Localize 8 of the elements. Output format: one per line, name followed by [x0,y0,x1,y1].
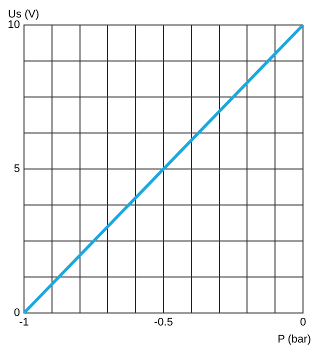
y-axis-title: Us (V) [8,8,40,21]
y-tick-label: 5 [14,163,20,176]
x-tick-label: -0.5 [154,316,173,329]
y-tick-label: 10 [8,19,20,32]
y-tick-label: 0 [14,307,20,320]
x-axis-title: P (bar) [278,334,311,346]
x-tick-label: -1 [19,316,29,329]
x-tick-label: 0 [300,316,306,329]
